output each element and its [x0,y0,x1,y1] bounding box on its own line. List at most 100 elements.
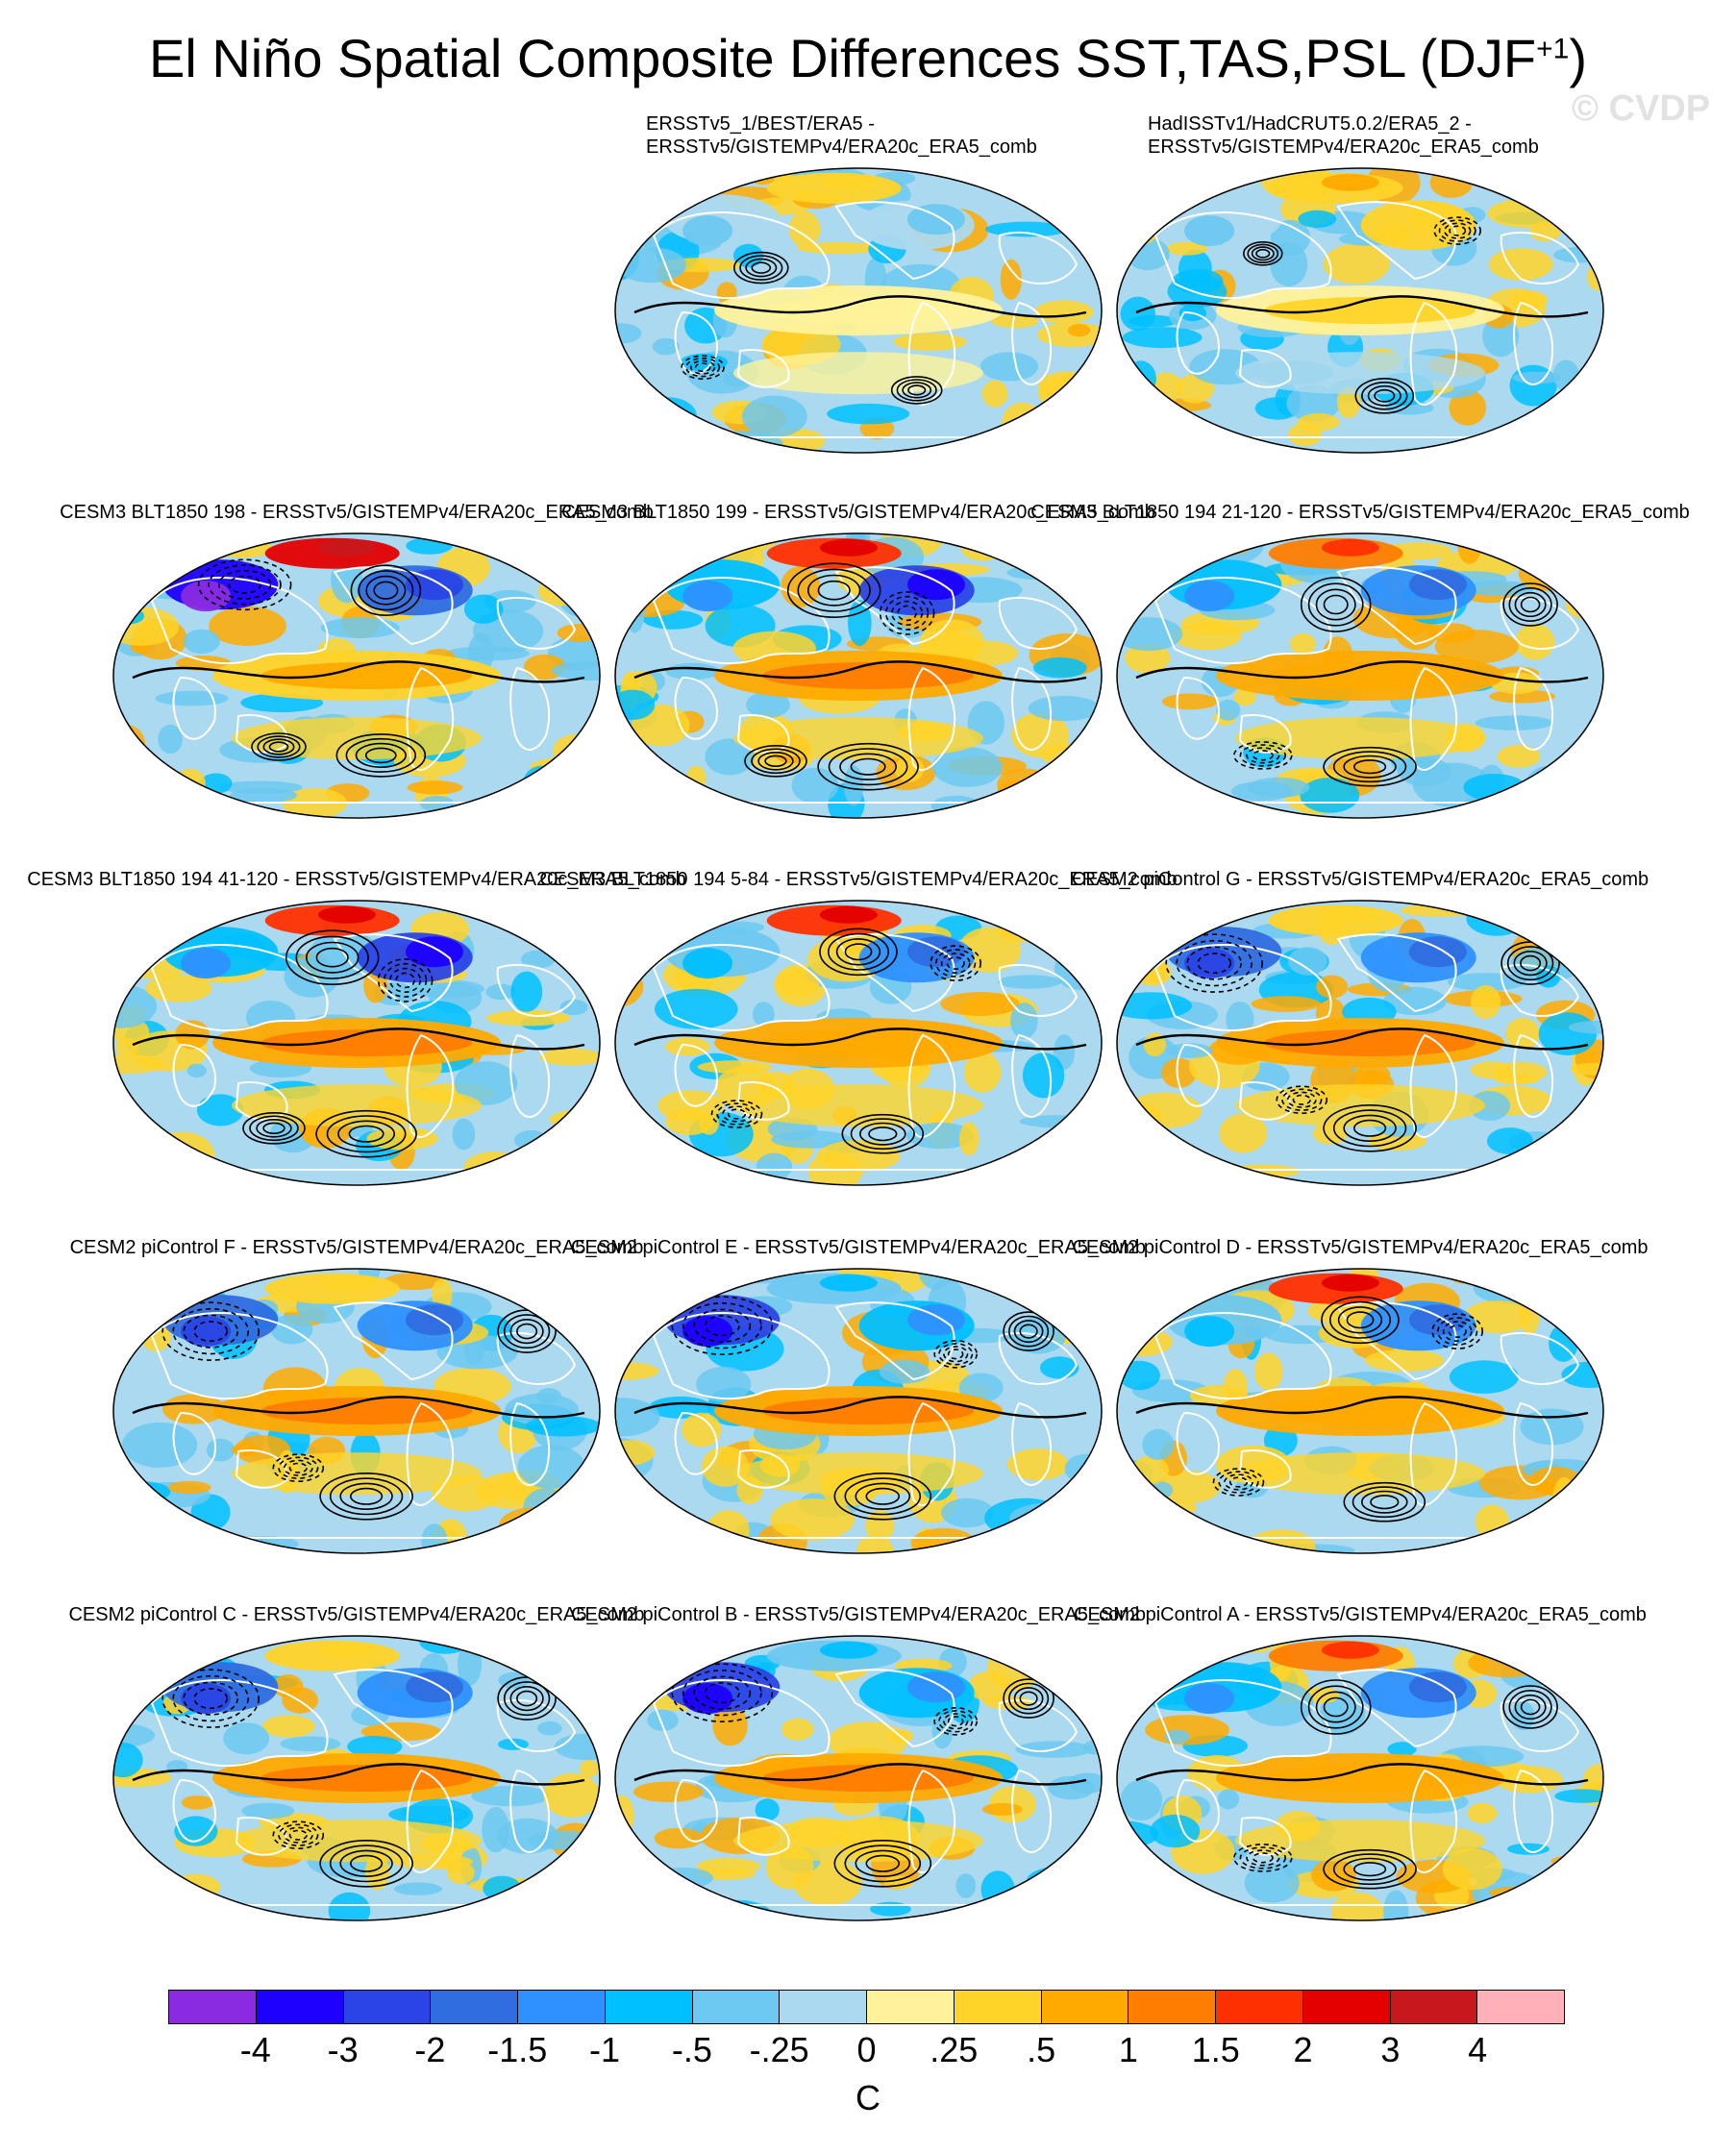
psl-contour-negative [671,1663,774,1723]
field-blob [537,1269,600,1306]
coastline [406,1401,455,1506]
map-panel [614,1635,1103,1921]
field-blob [366,1126,438,1151]
psl-contour-positive [1353,1862,1387,1877]
field-blob [1525,765,1574,806]
field-blob [1063,1688,1089,1702]
psl-contour-zero [132,1396,585,1419]
map-outline [1116,900,1604,1186]
colorbar-tick-label: 1.5 [1191,2030,1240,2069]
field-blob [1150,1814,1201,1848]
field-blob [981,380,1008,408]
psl-contour-positive [242,1112,306,1145]
enso-core [762,1398,975,1424]
field-blob [615,397,646,438]
field-blob [1030,1269,1079,1298]
colorbar-tick-label: 3 [1380,2030,1401,2069]
psl-contour-positive [350,1487,384,1505]
map-outline [614,532,1103,819]
field-blob [651,425,697,444]
field-blob [1117,533,1178,571]
psl-contour-positive [295,935,369,979]
field-blob [756,1152,793,1180]
coastline [333,933,454,1013]
coastline [113,1169,600,1185]
field-blob [113,1742,143,1778]
psl-contour-positive [1508,1689,1552,1725]
field-blob [732,243,764,268]
field-blob [1150,1644,1206,1673]
psl-contour-negative [1239,744,1287,767]
field-blob [958,1373,1004,1403]
psl-contour-negative [1176,939,1252,987]
coastline [406,666,455,771]
psl-contour-zero [633,660,1087,683]
enso-core [260,1029,473,1056]
psl-contour-positive [841,1113,925,1154]
field-blob [1233,688,1256,706]
north-america-core [405,569,463,601]
coastline [1117,1169,1603,1185]
field-blob [1536,1893,1598,1920]
coastline [1011,301,1053,385]
psl-contour-negative [671,1296,774,1356]
arctic-core [1321,173,1379,191]
field-blob [113,733,139,771]
psl-contour-negative [891,600,924,626]
colorbar-tick-label: -3 [327,2030,359,2069]
psl-contour-negative [947,1716,964,1727]
panel-title: CESM2 piControl F - ERSSTv5/GISTEMPv4/ER… [69,1237,644,1258]
field-blob [522,765,560,804]
psl-contour-positive [365,575,407,606]
map-outline [112,1268,601,1554]
psl-contour-positive [319,1473,413,1521]
psl-contour-negative [272,1820,325,1849]
psl-contour-zero [633,1027,1087,1051]
field-blob [791,767,839,804]
field-blob [755,1798,780,1821]
coastline [736,1817,790,1856]
field-blob [1155,1470,1221,1504]
psl-contour-zero [132,1027,585,1051]
field-blob [241,1802,295,1820]
map-outline [1116,167,1604,454]
arctic-core [819,1641,878,1659]
coastline [1153,211,1332,300]
north-america-core [906,1304,965,1336]
coastline [1409,1033,1458,1138]
psl-contour-positive [262,1122,285,1135]
field-blob [113,1328,126,1369]
psl-contour-positive [844,1477,922,1516]
field-blob [941,1498,994,1528]
psl-contour-positive [1367,384,1401,407]
field-blob [549,1108,600,1130]
field-blob [210,540,275,558]
north-america-core [405,1304,463,1336]
colorbar-tick-label: 0 [856,2030,877,2069]
psl-contour-positive [364,747,397,764]
coastline [150,1679,329,1768]
coastline [736,349,790,388]
psl-contour-positive [1315,1691,1356,1723]
field-blob [1449,1360,1519,1394]
psl-contour-negative [1252,750,1274,761]
field-blob [388,1805,469,1824]
psl-contour-positive [757,752,794,771]
field-blob [1577,1307,1603,1324]
asia-core [682,215,733,247]
enso-core [1264,1029,1476,1056]
psl-contour-positive [350,1854,384,1872]
psl-contour-positive [335,733,427,778]
map-outline [614,167,1103,454]
map-panel [1116,1635,1604,1921]
psl-contour-positive [1255,248,1271,259]
coastline [172,1411,216,1475]
psl-contour-positive [1321,1296,1400,1345]
field-blob [557,624,600,642]
field-blob [280,1736,341,1752]
psl-contour-positive [858,1122,906,1146]
field-blob [1244,1863,1300,1903]
coastline [1336,1669,1457,1748]
coastline [1011,666,1053,751]
field-blob [746,691,790,719]
